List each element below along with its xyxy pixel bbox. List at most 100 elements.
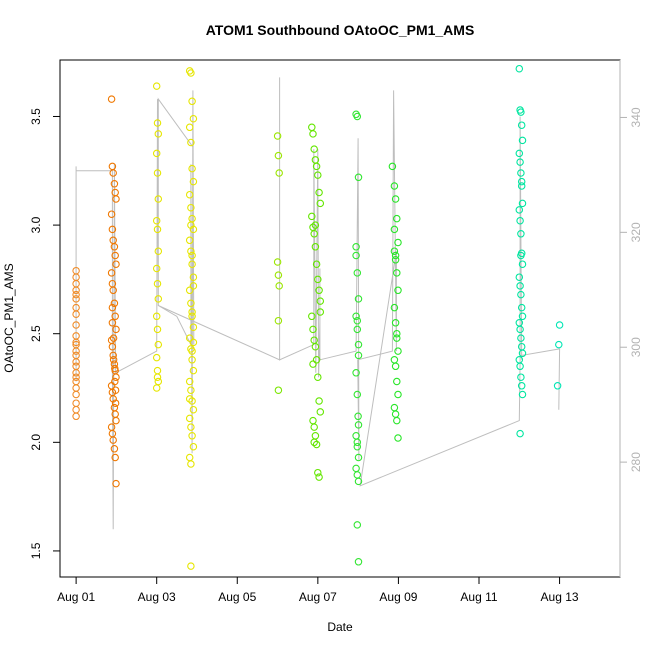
x-axis-label: Date	[327, 620, 353, 634]
data-point	[110, 180, 119, 188]
data-point	[394, 347, 402, 355]
data-point	[112, 416, 120, 425]
data-point	[153, 169, 162, 177]
data-point	[274, 386, 283, 394]
data-point	[185, 377, 194, 386]
data-point	[391, 362, 400, 371]
data-point	[189, 273, 198, 281]
data-point	[188, 260, 196, 268]
data-point	[311, 342, 320, 351]
trace-line	[75, 77, 561, 530]
data-point	[188, 251, 196, 260]
chart-title: ATOM1 Southbound OAtoOC_PM1_AMS	[206, 22, 475, 38]
data-point	[72, 295, 80, 303]
data-point	[72, 321, 80, 329]
data-point	[185, 236, 194, 245]
data-point	[390, 356, 399, 364]
data-point	[390, 225, 399, 234]
data-point	[393, 377, 401, 386]
data-point	[390, 403, 399, 412]
data-point	[555, 321, 564, 329]
data-point	[112, 373, 120, 381]
data-point	[109, 334, 118, 342]
data-point	[185, 190, 194, 199]
data-point	[314, 468, 322, 477]
data-point	[310, 145, 318, 153]
data-point	[310, 438, 318, 447]
data-point	[309, 416, 317, 425]
data-point	[152, 149, 161, 158]
data-point	[274, 271, 283, 279]
y2-tick-label: 300	[629, 337, 643, 357]
y-tick-label: 3.0	[29, 216, 43, 233]
data-point	[393, 214, 401, 223]
data-point	[188, 308, 196, 316]
data-point	[72, 384, 80, 392]
data-point	[189, 177, 198, 186]
data-point	[189, 323, 198, 331]
data-point	[189, 442, 198, 451]
data-point	[517, 382, 526, 390]
data-point	[391, 251, 400, 260]
data-point	[187, 203, 195, 212]
data-point	[517, 251, 525, 260]
data-point	[517, 230, 525, 238]
data-point	[518, 136, 527, 145]
data-point	[111, 188, 119, 197]
data-point	[391, 319, 400, 327]
data-point	[393, 416, 401, 425]
data-point	[187, 460, 195, 468]
data-point	[109, 236, 117, 245]
data-point	[109, 169, 117, 177]
data-point	[273, 132, 282, 140]
data-point	[109, 356, 118, 364]
data-point	[189, 405, 198, 414]
data-point	[108, 225, 117, 234]
data-point	[515, 64, 524, 73]
y-tick-label: 2.0	[29, 434, 43, 451]
plot-frame	[59, 59, 621, 578]
data-point	[154, 295, 163, 303]
data-point	[109, 395, 117, 403]
data-point	[185, 123, 194, 132]
data-point	[274, 316, 283, 325]
data-point	[311, 243, 320, 251]
data-point	[185, 334, 194, 342]
data-point	[315, 286, 323, 295]
data-point	[72, 358, 80, 366]
data-point	[354, 351, 363, 360]
data-point	[353, 442, 362, 451]
data-point	[312, 356, 321, 364]
data-point	[189, 338, 198, 347]
data-point	[314, 275, 322, 284]
data-point	[518, 312, 527, 321]
data-point	[185, 453, 194, 462]
data-point	[72, 286, 80, 295]
data-point	[188, 214, 196, 223]
data-point	[312, 162, 321, 171]
data-point	[187, 221, 195, 229]
data-point	[109, 286, 117, 295]
data-point	[308, 212, 316, 221]
data-point	[275, 169, 283, 177]
data-point	[110, 445, 119, 453]
data-point	[517, 169, 525, 177]
data-point	[154, 195, 163, 203]
data-point	[72, 390, 80, 399]
data-point	[108, 303, 117, 312]
data-point	[188, 397, 196, 405]
data-point	[107, 95, 116, 103]
data-point	[111, 386, 120, 394]
data-point	[308, 123, 316, 132]
data-point	[72, 399, 80, 407]
data-point	[153, 373, 162, 381]
trace-line-group	[75, 77, 561, 530]
data-point	[153, 119, 162, 127]
data-point	[111, 399, 120, 407]
data-point	[153, 325, 162, 334]
data-point	[72, 347, 80, 355]
data-point	[516, 282, 524, 290]
data-point	[109, 351, 117, 360]
data-point	[390, 247, 399, 255]
data-point	[107, 269, 116, 277]
